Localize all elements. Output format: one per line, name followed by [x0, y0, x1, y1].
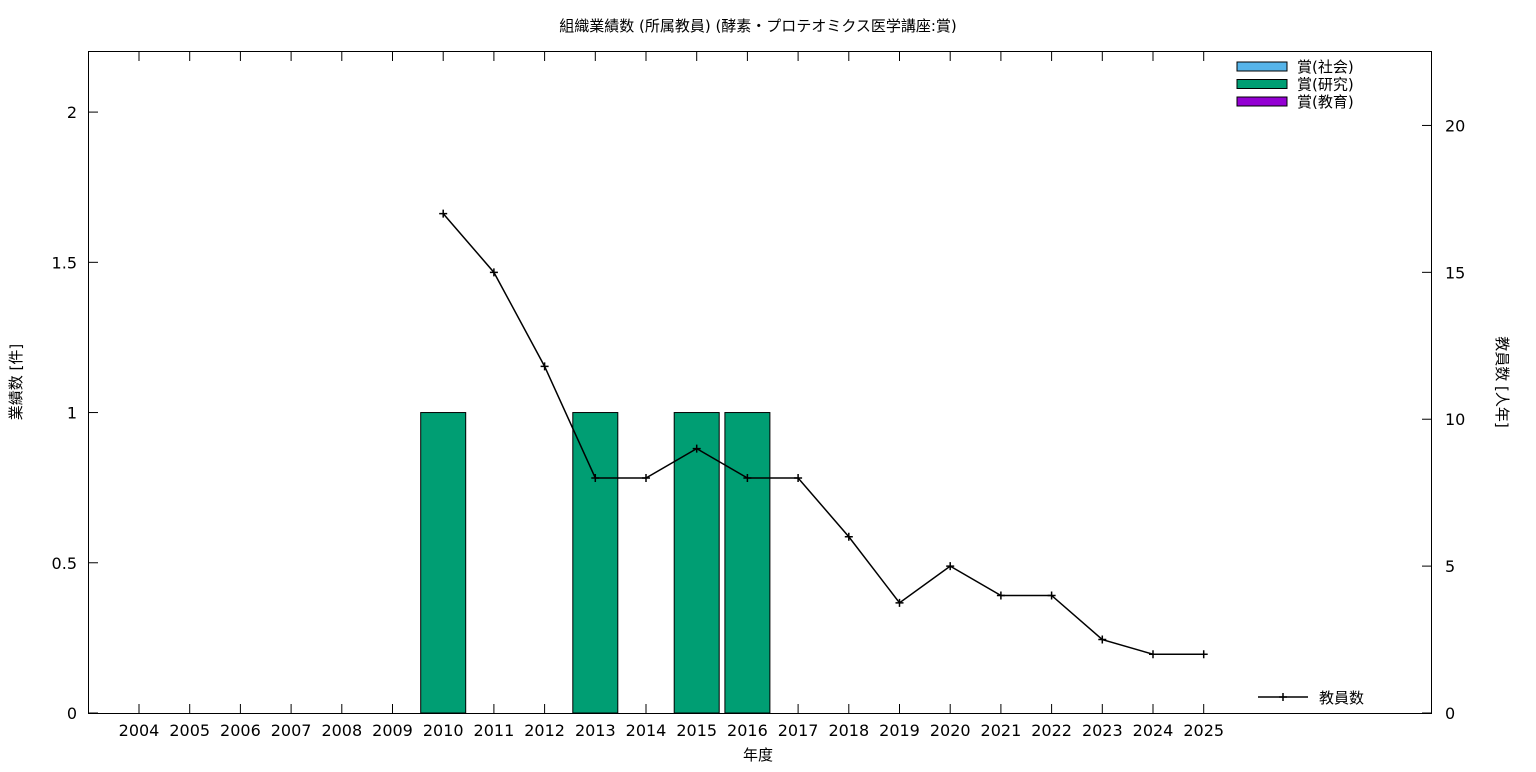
line-point: [743, 473, 752, 482]
line-point: [1149, 650, 1157, 659]
x-tick-label: 2012: [524, 721, 565, 740]
x-tick-label: 2013: [575, 721, 616, 740]
legend-line-marker: [1279, 693, 1287, 701]
legend-label: 賞(教育): [1297, 93, 1354, 111]
faculty-line: [442, 213, 1204, 655]
line-point: [1199, 650, 1208, 659]
x-tick-label: 2016: [727, 721, 768, 740]
y2-tick-label: 15: [1445, 263, 1465, 282]
line-point: [1098, 635, 1107, 644]
y-tick-label: 0: [67, 704, 77, 723]
x-tick-label: 2007: [271, 721, 312, 740]
x-tick-label: 2008: [321, 721, 362, 740]
line-point: [844, 532, 853, 541]
plot-frame: [88, 51, 1432, 714]
legend-swatch: [1236, 96, 1288, 107]
line-point: [794, 473, 803, 482]
line-point: [1047, 591, 1056, 600]
line-point: [895, 598, 904, 607]
x-tick-label: 2010: [423, 721, 464, 740]
legend-label: 賞(研究): [1297, 76, 1354, 94]
x-tick-label: 2014: [626, 721, 667, 740]
bar: [572, 412, 619, 714]
x-tick-label: 2022: [1031, 721, 1072, 740]
x-tick-label: 2020: [930, 721, 971, 740]
bar: [724, 412, 771, 714]
x-tick-label: 2018: [828, 721, 869, 740]
y2-tick-label: 10: [1445, 410, 1465, 429]
line-layer: [439, 209, 1208, 659]
y-tick-label: 1: [67, 404, 77, 423]
x-tick-label: 2023: [1082, 721, 1123, 740]
x-tick-label: 2024: [1133, 721, 1174, 740]
bars-layer: [420, 412, 771, 714]
line-point: [642, 473, 650, 482]
line-point: [946, 562, 955, 571]
chart-title: 組織業績数 (所属教員) (酵素・プロテオミクス医学講座:賞): [559, 17, 957, 35]
legend-label: 教員数: [1319, 689, 1364, 707]
y-axis-label: 業績数 [件]: [7, 344, 25, 420]
x-tick-label: 2009: [372, 721, 413, 740]
line-point: [439, 209, 448, 218]
line-point: [540, 362, 549, 371]
legend-label: 賞(社会): [1297, 58, 1354, 76]
line-point: [692, 444, 701, 453]
x-tick-label: 2019: [879, 721, 920, 740]
x-tick-label: 2015: [676, 721, 717, 740]
line-point: [591, 473, 600, 482]
y-tick-label: 2: [67, 103, 77, 122]
x-tick-label: 2004: [119, 721, 160, 740]
legend-swatch: [1236, 79, 1288, 89]
legend-swatch: [1236, 61, 1288, 72]
y2-axis-label: 教員数 [人年]: [1493, 336, 1511, 427]
x-tick-label: 2011: [474, 721, 515, 740]
line-point: [489, 268, 498, 277]
y-tick-label: 1.5: [52, 253, 77, 272]
x-tick-label: 2021: [981, 721, 1022, 740]
x-axis-label: 年度: [743, 746, 773, 764]
legend: 賞(社会)賞(研究)賞(教育) 教員数: [1236, 58, 1364, 707]
x-tick-label: 2025: [1183, 721, 1224, 740]
x-tick-label: 2006: [220, 721, 261, 740]
line-point: [996, 591, 1005, 600]
x-tick-label: 2005: [169, 721, 210, 740]
y2-tick-label: 5: [1445, 557, 1455, 576]
y2-tick-label: 20: [1445, 116, 1465, 135]
y-tick-label: 0.5: [52, 554, 77, 573]
bar: [673, 412, 720, 714]
y2-tick-label: 0: [1445, 704, 1455, 723]
x-tick-label: 2017: [778, 721, 819, 740]
bar: [420, 412, 467, 714]
